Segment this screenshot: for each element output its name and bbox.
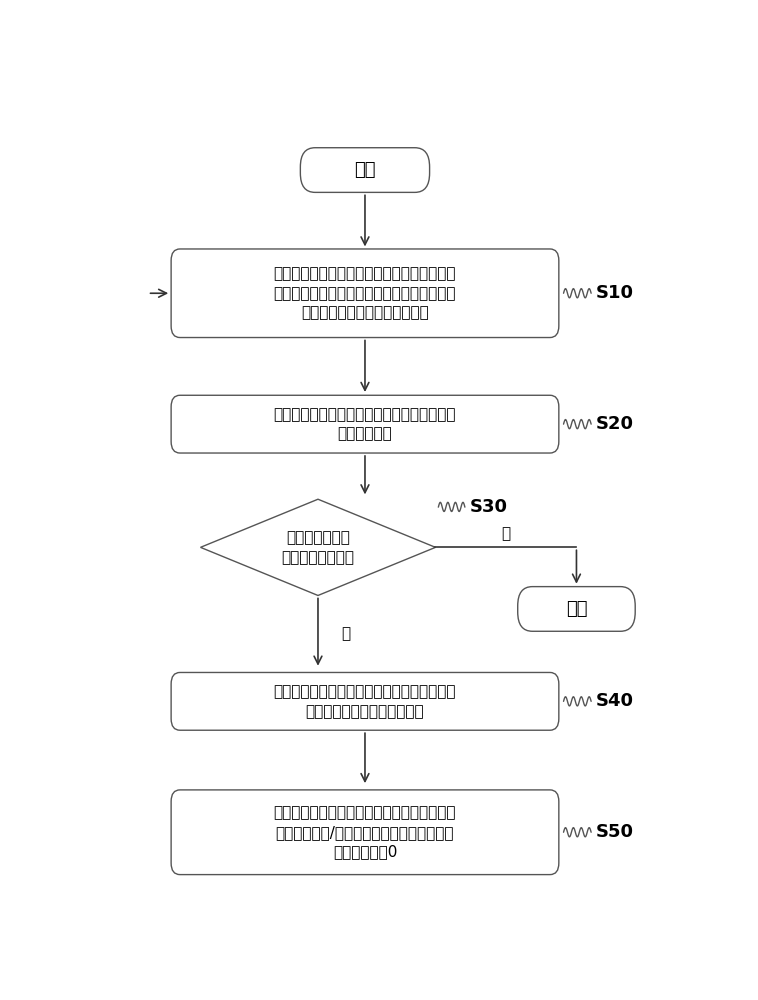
- FancyBboxPatch shape: [518, 587, 635, 631]
- Text: 判断所述时间差
是否为超出阈值？: 判断所述时间差 是否为超出阈值？: [281, 530, 355, 565]
- Text: 获取所述第一分钞轮和所述第二分钞轮感应到
纸币的时间差: 获取所述第一分钞轮和所述第二分钞轮感应到 纸币的时间差: [274, 407, 456, 442]
- FancyBboxPatch shape: [171, 790, 559, 875]
- Text: S20: S20: [595, 415, 633, 433]
- Text: S10: S10: [595, 284, 633, 302]
- FancyBboxPatch shape: [171, 395, 559, 453]
- FancyBboxPatch shape: [300, 148, 430, 192]
- FancyBboxPatch shape: [171, 672, 559, 730]
- Text: S40: S40: [595, 692, 633, 710]
- Text: 否: 否: [501, 526, 511, 541]
- Text: S50: S50: [595, 823, 633, 841]
- Polygon shape: [200, 499, 435, 595]
- Text: 基于所述时间差计算所述第一分钞轮和所述第
二分钞轮在第一方向上的间距: 基于所述时间差计算所述第一分钞轮和所述第 二分钞轮在第一方向上的间距: [274, 684, 456, 719]
- Text: 根据所述间距的大小，在第一方向上调整所述
第一分钞轮和/或所述第二分钞轮的位置以使
所述间距趋于0: 根据所述间距的大小，在第一方向上调整所述 第一分钞轮和/或所述第二分钞轮的位置以…: [274, 805, 456, 860]
- FancyBboxPatch shape: [171, 249, 559, 338]
- Text: 开始: 开始: [354, 161, 376, 179]
- Text: 是: 是: [341, 626, 351, 641]
- Text: 驱动推钞板沿第一方向朝向成对设置的第一分
钞轮和第二分钞轮移动，以将纸币朝向所述第
一分钞轮和所述第二分钞轮顶压: 驱动推钞板沿第一方向朝向成对设置的第一分 钞轮和第二分钞轮移动，以将纸币朝向所述…: [274, 266, 456, 321]
- Text: 结束: 结束: [565, 600, 587, 618]
- Text: S30: S30: [469, 498, 508, 516]
